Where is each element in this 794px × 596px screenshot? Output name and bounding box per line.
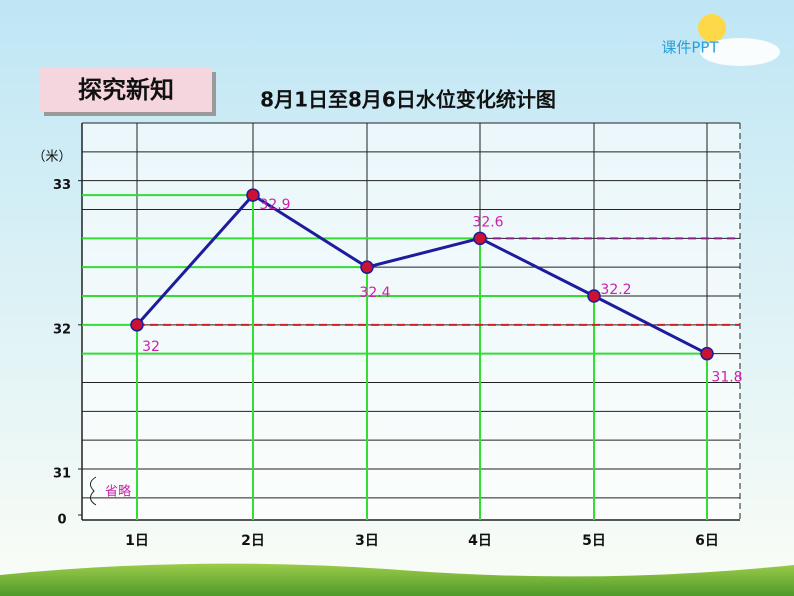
data-label: 31.8 — [711, 370, 742, 386]
point — [360, 260, 374, 274]
y-tick-label: 31 — [53, 467, 71, 482]
annotation: 省略 — [105, 484, 131, 500]
axis-break — [90, 476, 97, 506]
x-tick-label: 5日 — [582, 533, 606, 549]
x-tick-label: 4日 — [468, 533, 492, 549]
sun — [698, 14, 726, 42]
data-label: 32.9 — [259, 197, 290, 213]
data-label: 32.4 — [359, 285, 390, 301]
y-tick-label: 0 — [57, 513, 66, 528]
data-label: 32 — [142, 339, 160, 355]
point — [473, 231, 487, 246]
data-label: 32.2 — [600, 282, 631, 298]
x-tick-label: 2日 — [241, 533, 265, 549]
plot-area — [82, 123, 740, 520]
x-tick-label: 6日 — [695, 533, 719, 549]
header-label: 探究新知 — [78, 76, 174, 104]
header-box — [40, 68, 212, 112]
point — [246, 188, 260, 202]
y-axis-label: （米） — [32, 150, 71, 165]
data-label: 32.6 — [472, 214, 503, 230]
point — [130, 318, 144, 332]
logo: 课件PPT — [661, 39, 719, 57]
chart-title: 8月1日至8月6日水位变化统计图 — [260, 88, 556, 112]
y-tick-label: 33 — [53, 178, 71, 193]
y-tick-label: 32 — [53, 322, 71, 337]
plot: 33 32 31 0 省略 32 32.9 32.4 32.6 32.2 31.8 1日 2日 3日 4日 5… — [53, 122, 743, 549]
x-tick-label: 1日 — [125, 533, 149, 549]
cloud — [700, 38, 780, 66]
line — [135, 193, 708, 356]
point — [700, 346, 714, 361]
grass — [0, 563, 794, 596]
x-tick-label: 3日 — [355, 533, 379, 549]
point — [587, 289, 601, 303]
